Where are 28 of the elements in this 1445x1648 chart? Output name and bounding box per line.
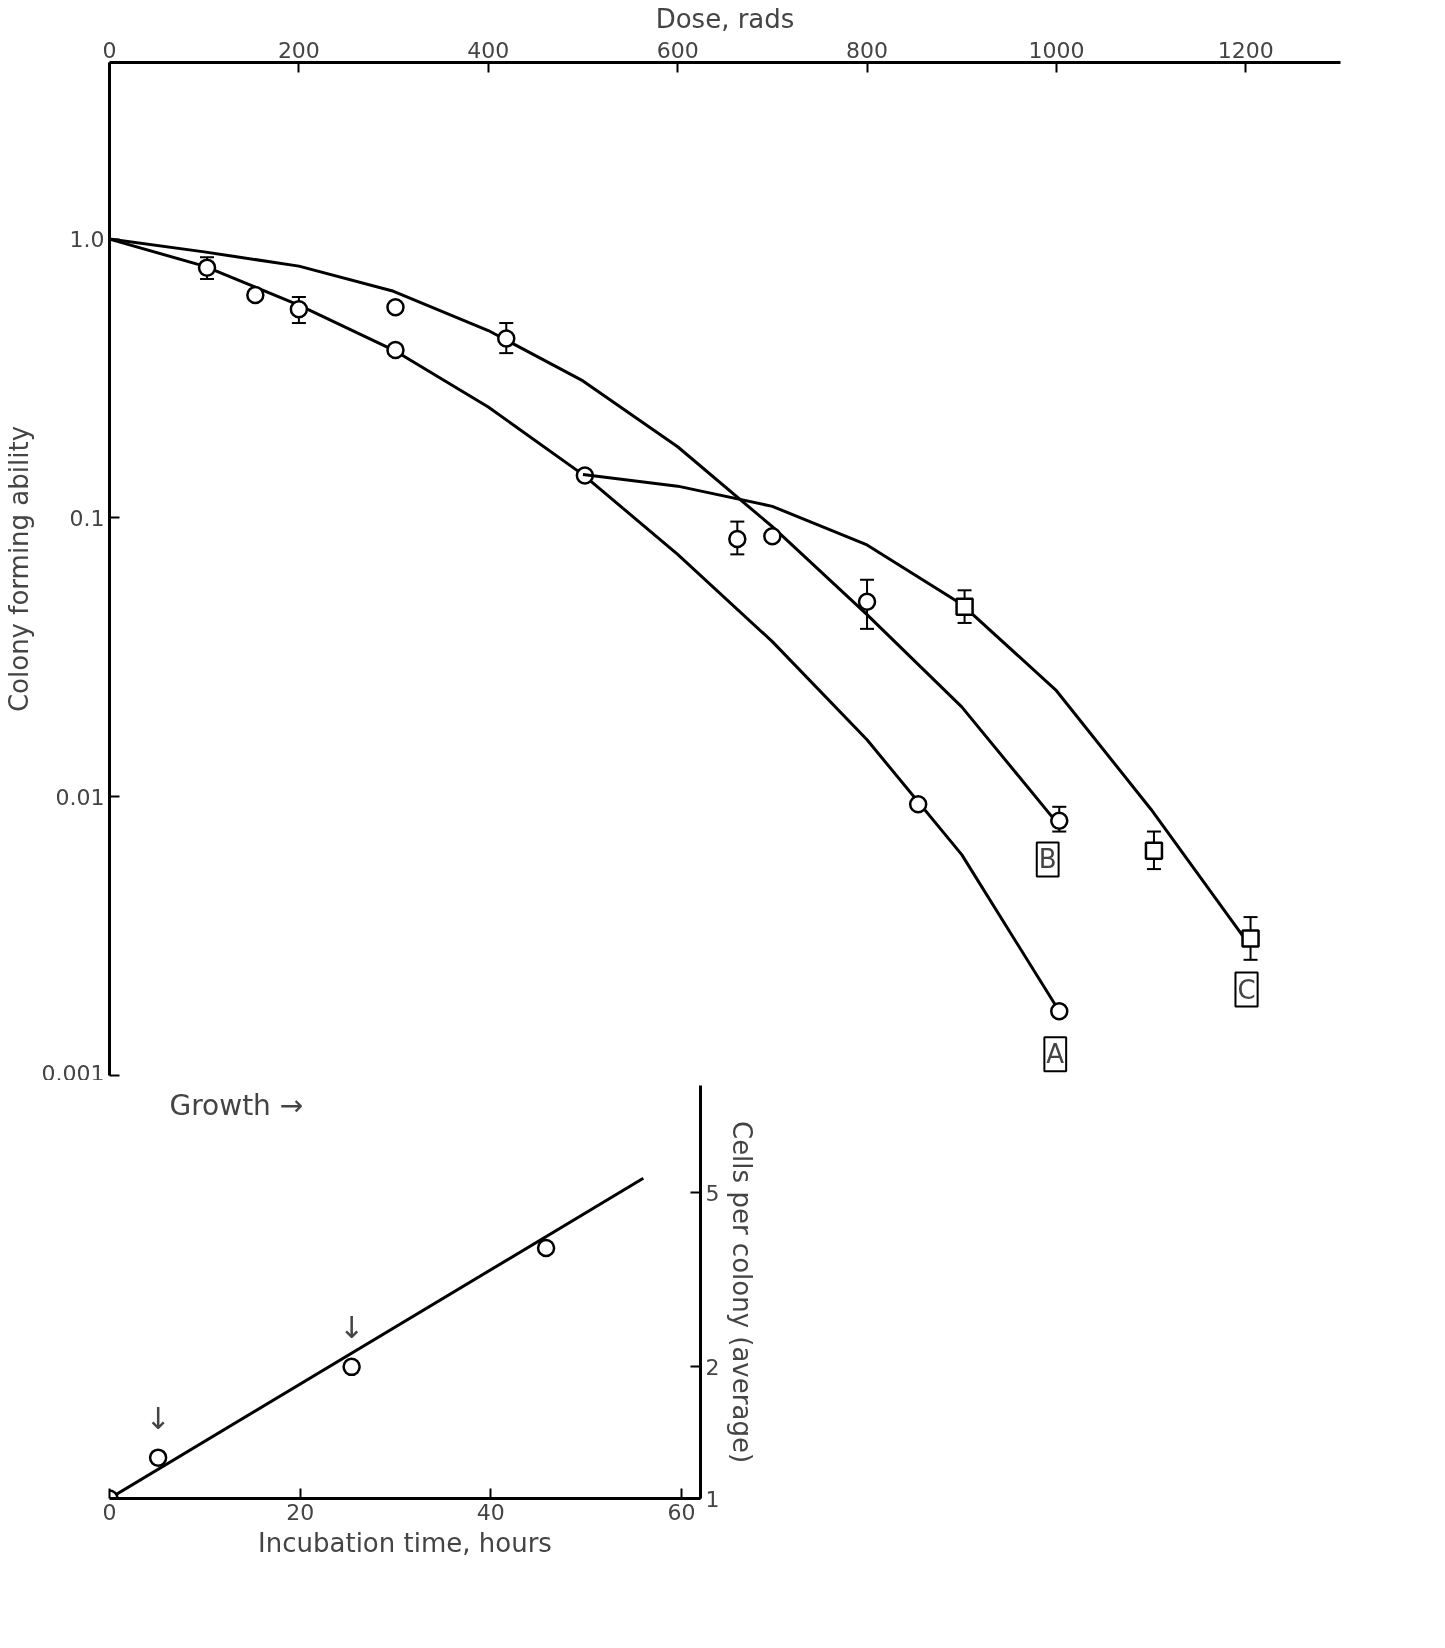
x-tick-label: 40 (476, 1499, 505, 1525)
x-tick-label: 60 (667, 1499, 696, 1525)
annotation: ↓ (339, 1309, 365, 1345)
y-tick-label: 1.0 (69, 227, 105, 253)
x-tick-label: 200 (277, 37, 320, 63)
y-axis-title: Cells per colony (average) (727, 1120, 758, 1464)
x-tick-label: 400 (467, 37, 510, 63)
x-tick-label: 0 (102, 1499, 117, 1525)
x-axis-title: Dose, rads (655, 3, 795, 34)
series-label: A (1046, 1039, 1065, 1070)
x-axis-title: Incubation time, hours (258, 1527, 552, 1558)
y-tick-label: 0.1 (69, 505, 105, 531)
x-tick-label: 600 (656, 37, 699, 63)
x-tick-label: 1000 (1028, 37, 1085, 63)
x-tick-label: 20 (286, 1499, 315, 1525)
y-tick-label: 1 (705, 1486, 720, 1512)
series-label: C (1237, 974, 1256, 1005)
y-tick-label: 5 (705, 1180, 720, 1206)
annotation: Growth → (169, 1088, 304, 1122)
x-tick-label: 0 (102, 37, 117, 63)
y-axis-title: Colony forming ability (3, 425, 34, 713)
annotation: ↓ (145, 1400, 171, 1436)
series-label: B (1038, 844, 1057, 875)
x-tick-label: 1200 (1217, 37, 1274, 63)
y-tick-label: 0.01 (55, 784, 105, 810)
x-tick-label: 800 (846, 37, 889, 63)
y-tick-label: 2 (705, 1354, 720, 1380)
y-tick-label: 0.001 (41, 1060, 105, 1086)
